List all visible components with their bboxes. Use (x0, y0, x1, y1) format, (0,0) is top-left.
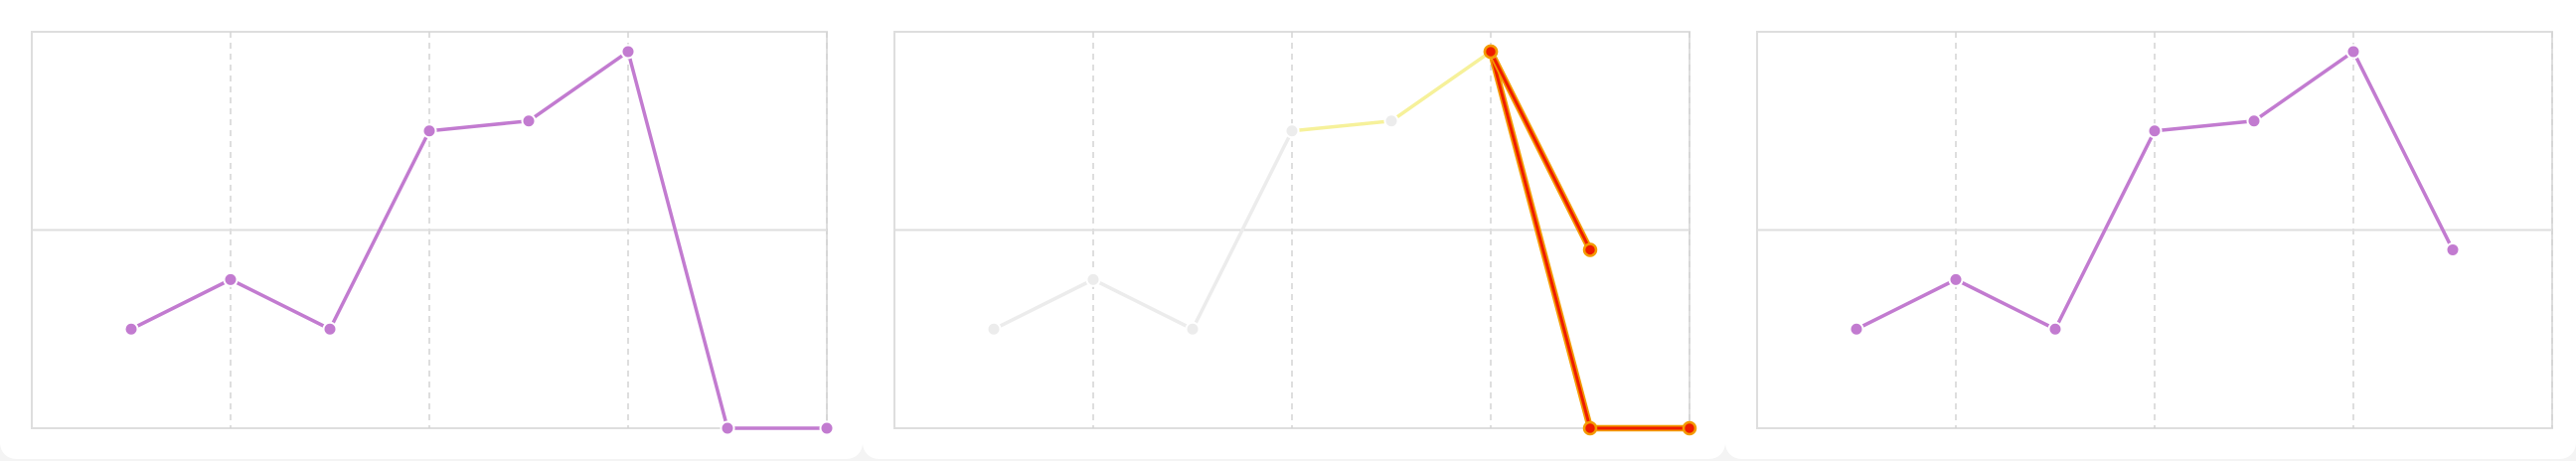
data-point (1682, 420, 1697, 436)
data-point (986, 321, 1002, 337)
data-point (1948, 271, 1964, 287)
data-point (2345, 44, 2361, 60)
data-point (421, 123, 437, 139)
line-chart-right (1756, 31, 2553, 429)
chart-panel-right (1725, 0, 2576, 459)
data-point (620, 44, 636, 60)
line-chart-middle (893, 31, 1697, 436)
data-point (1849, 321, 1864, 337)
data-point (1582, 420, 1598, 436)
chart-panel-left (0, 0, 863, 459)
data-point (2147, 123, 2163, 139)
data-point (521, 113, 537, 129)
data-point (1185, 321, 1201, 337)
data-point (2445, 241, 2461, 257)
data-point (1085, 271, 1101, 287)
data-point (2047, 321, 2063, 337)
data-point (1582, 242, 1598, 257)
line-chart-left (31, 31, 835, 436)
data-point (322, 321, 338, 337)
chart-panel-middle (863, 0, 1725, 459)
data-point (1284, 123, 1300, 139)
series-line (1489, 50, 1592, 251)
data-point (223, 271, 239, 287)
series-line (992, 129, 1294, 331)
data-point (1383, 113, 1399, 129)
series-line (129, 50, 829, 430)
data-point (720, 420, 735, 436)
data-point (123, 321, 139, 337)
data-point (2246, 113, 2262, 129)
data-point (1483, 44, 1499, 60)
data-point (819, 420, 835, 436)
